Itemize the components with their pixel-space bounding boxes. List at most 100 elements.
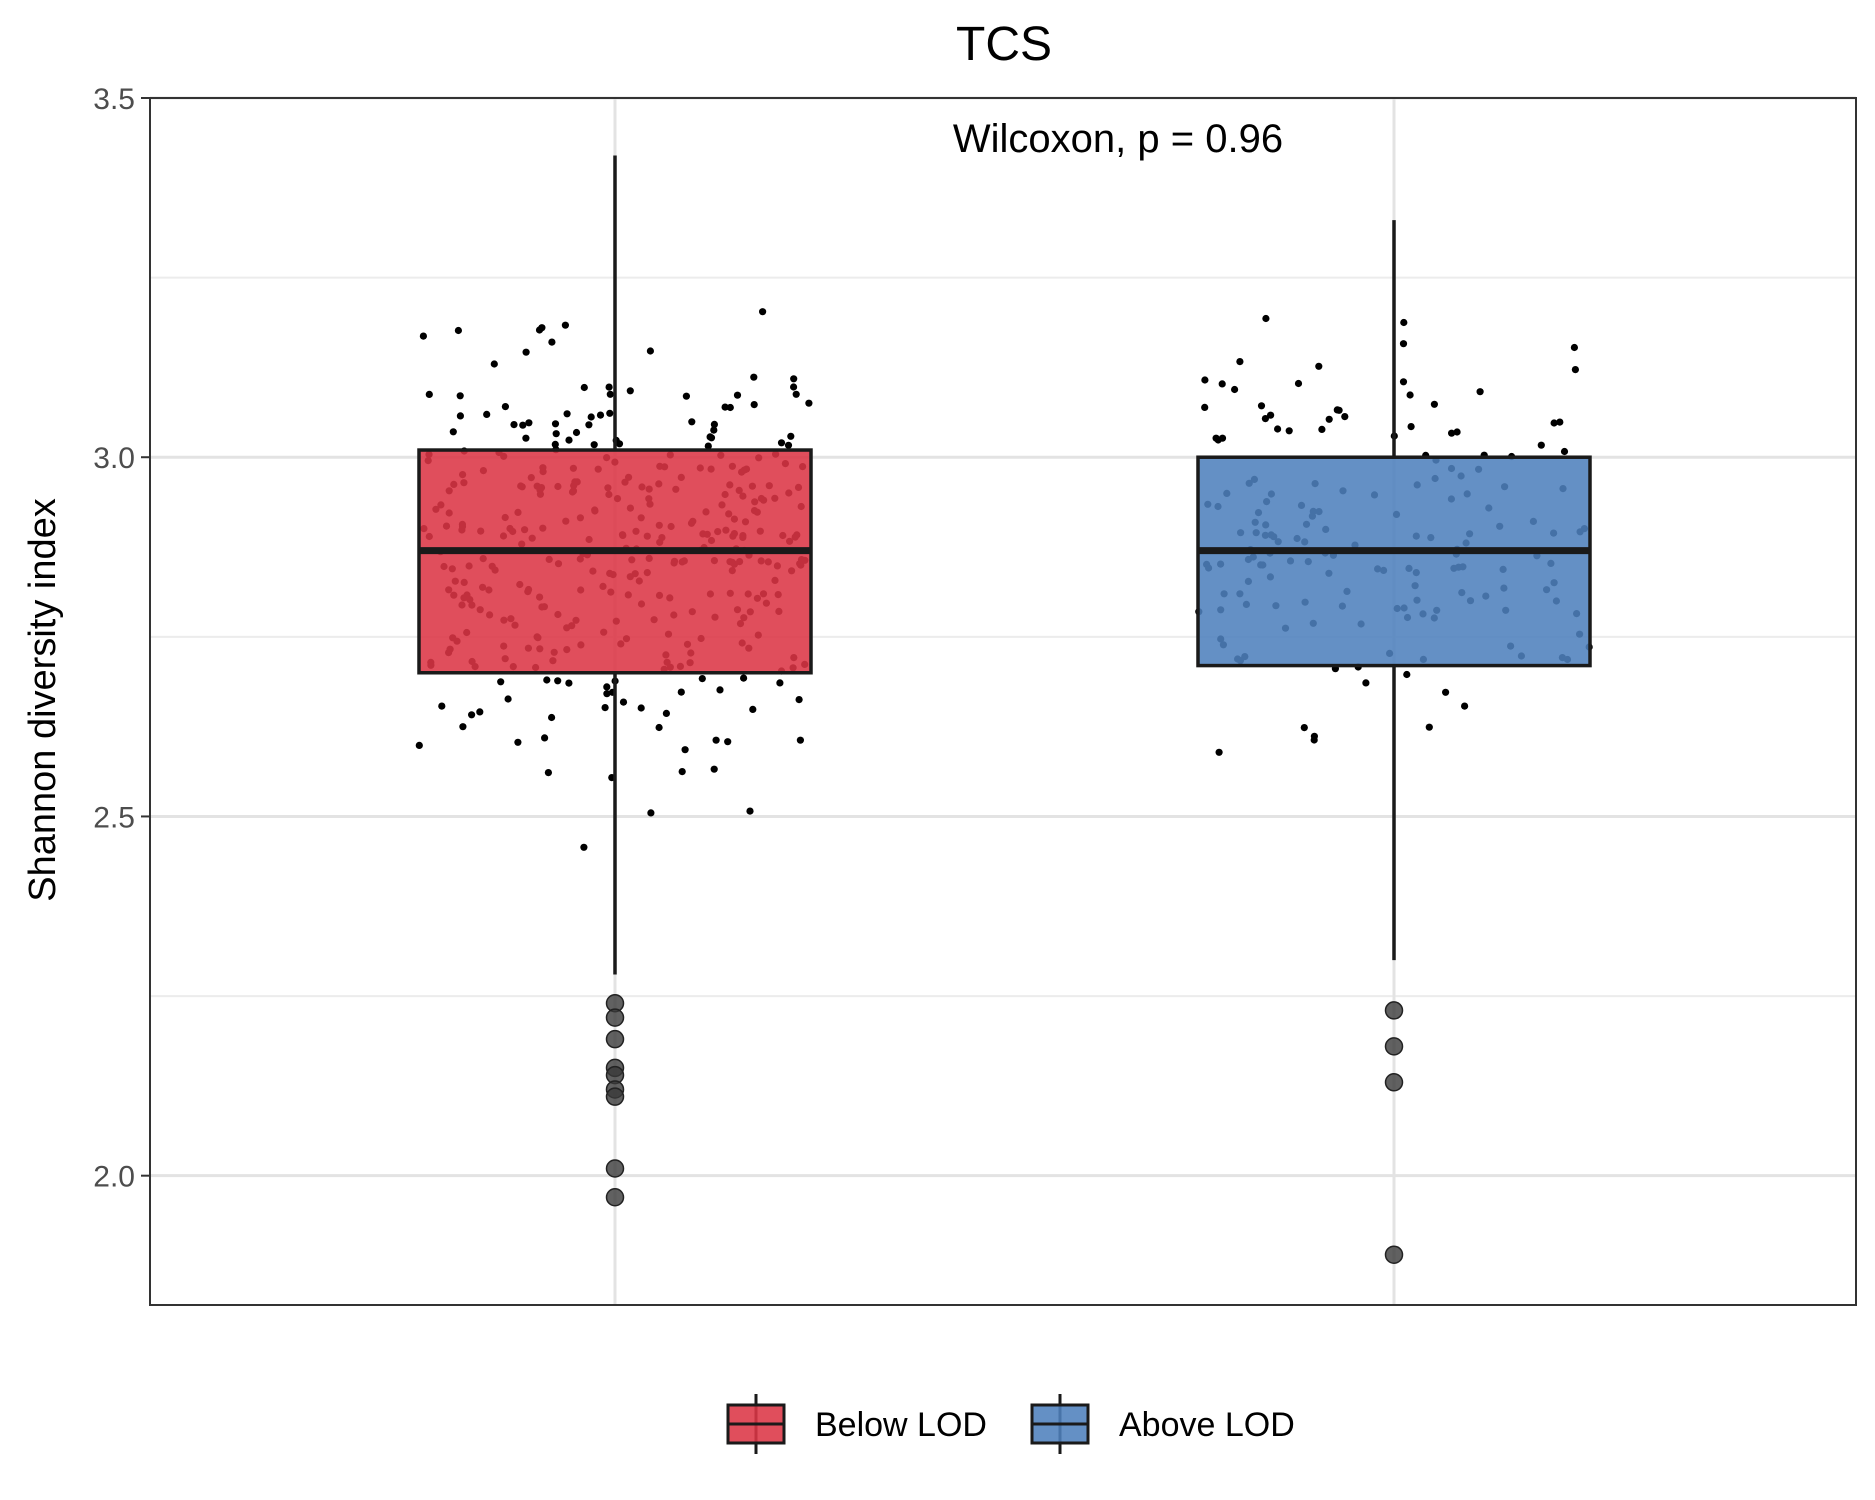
jitter-point-0-29: [572, 428, 581, 437]
jitter-point-0-216: [497, 678, 505, 686]
jitter-point-0-46: [726, 403, 734, 412]
jitter-point-1-31: [1236, 358, 1244, 366]
jitter-point-0-20: [795, 696, 803, 704]
jitter-point-0-52: [746, 807, 754, 815]
jitter-point-0-281: [606, 390, 614, 398]
jitter-point-1-123: [1453, 428, 1461, 436]
jitter-point-0-131: [563, 410, 571, 418]
jitter-point-1-33: [1571, 366, 1579, 374]
jitter-point-0-289: [716, 686, 724, 694]
jitter-point-1-94: [1215, 748, 1223, 756]
jitter-point-0-294: [525, 419, 533, 427]
jitter-point-0-128: [646, 347, 655, 355]
jitter-point-1-133: [1400, 318, 1408, 327]
jitter-point-0-98: [759, 308, 767, 316]
jitter-point-1-34: [1285, 427, 1293, 435]
jitter-point-1-168: [1403, 670, 1411, 679]
jitter-point-0-71: [548, 713, 556, 722]
jitter-point-1-16: [1201, 403, 1209, 411]
jitter-point-0-197: [605, 383, 613, 391]
jitter-point-0-325: [565, 436, 573, 444]
jitter-point-0-351: [522, 348, 530, 356]
jitter-point-0-99: [419, 332, 427, 340]
jitter-point-0-218: [585, 421, 593, 429]
jitter-point-1-109: [1425, 723, 1433, 731]
jitter-point-1-6: [1341, 413, 1349, 421]
jitter-point-0-92: [721, 403, 729, 411]
jitter-point-0-356: [541, 734, 549, 742]
jitter-point-0-209: [548, 338, 556, 346]
jitter-point-0-94: [626, 387, 634, 395]
jitter-point-1-142: [1318, 425, 1326, 433]
jitter-point-0-64: [710, 765, 718, 773]
above-lod-outlier-2: [1384, 1073, 1404, 1092]
jitter-point-0-84: [777, 439, 786, 447]
jitter-point-1-103: [1274, 425, 1282, 433]
jitter-point-1-110: [1570, 343, 1578, 352]
jitter-point-0-236: [468, 711, 476, 719]
above-lod-outlier-0: [1384, 1001, 1404, 1020]
jitter-point-0-179: [603, 683, 611, 691]
jitter-point-1-149: [1476, 388, 1484, 396]
jitter-point-0-150: [647, 809, 655, 817]
jitter-point-0-123: [712, 736, 720, 744]
jitter-point-1-134: [1430, 400, 1438, 408]
jitter-point-0-111: [415, 741, 423, 750]
jitter-point-1-158: [1257, 402, 1266, 410]
jitter-point-0-321: [710, 420, 719, 428]
below-lod-box: [417, 448, 813, 675]
jitter-point-0-167: [776, 679, 784, 687]
jitter-point-1-140: [1461, 702, 1469, 710]
jitter-point-0-207: [590, 441, 598, 449]
jitter-point-0-286: [514, 738, 522, 746]
jitter-point-0-285: [504, 695, 512, 703]
jitter-point-0-88: [596, 411, 605, 419]
jitter-point-0-61: [606, 409, 614, 417]
jitter-point-0-210: [544, 769, 553, 777]
jitter-point-0-164: [580, 843, 588, 851]
jitter-point-0-219: [438, 702, 446, 710]
legend-label-below-lod: Below LOD: [815, 1406, 987, 1444]
jitter-point-1-159: [1362, 679, 1370, 687]
jitter-point-1-44: [1300, 724, 1308, 732]
jitter-point-1-63: [1201, 376, 1209, 384]
jitter-point-0-338: [710, 426, 718, 434]
legend-label-above-lod: Above LOD: [1119, 1406, 1295, 1444]
jitter-point-0-328: [561, 321, 570, 329]
jitter-point-1-36: [1325, 415, 1333, 423]
jitter-point-1-135: [1442, 688, 1450, 696]
jitter-point-1-157: [1406, 391, 1414, 399]
jitter-point-1-65: [1399, 378, 1408, 386]
jitter-point-0-349: [538, 324, 546, 332]
jitter-point-1-72: [1556, 418, 1564, 426]
above-lod-outlier-1: [1384, 1037, 1404, 1056]
jitter-point-0-293: [750, 401, 758, 409]
below-lod-outlier-6: [605, 1087, 625, 1106]
jitter-point-0-241: [454, 326, 462, 335]
jitter-point-1-29: [1399, 340, 1408, 348]
jitter-point-0-249: [425, 390, 433, 398]
jitter-point-0-302: [688, 418, 696, 426]
y-axis-label: Shannon diversity index: [22, 498, 64, 901]
y-tick-label-0: 2.0: [93, 1161, 135, 1194]
jitter-point-0-206: [805, 399, 813, 407]
legend: Below LOD Above LOD: [726, 1394, 1295, 1454]
jitter-point-0-226: [580, 383, 588, 392]
jitter-point-0-240: [784, 441, 793, 449]
jitter-point-0-229: [456, 412, 464, 420]
chart-title: TCS: [956, 18, 1052, 71]
jitter-point-0-76: [456, 392, 464, 400]
jitter-point-0-135: [796, 736, 805, 744]
below-lod-outlier-1: [605, 1008, 625, 1027]
jitter-point-1-115: [1315, 362, 1323, 370]
below-lod-outlier-7: [605, 1159, 625, 1178]
jitter-point-0-176: [476, 708, 484, 716]
jitter-point-1-126: [1560, 447, 1569, 456]
jitter-point-0-323: [678, 768, 686, 776]
jitter-point-0-9: [603, 690, 611, 698]
jitter-point-0-129: [522, 434, 530, 442]
jitter-point-1-137: [1262, 314, 1270, 323]
jitter-point-1-27: [1294, 379, 1303, 388]
jitter-point-0-308: [740, 674, 748, 682]
